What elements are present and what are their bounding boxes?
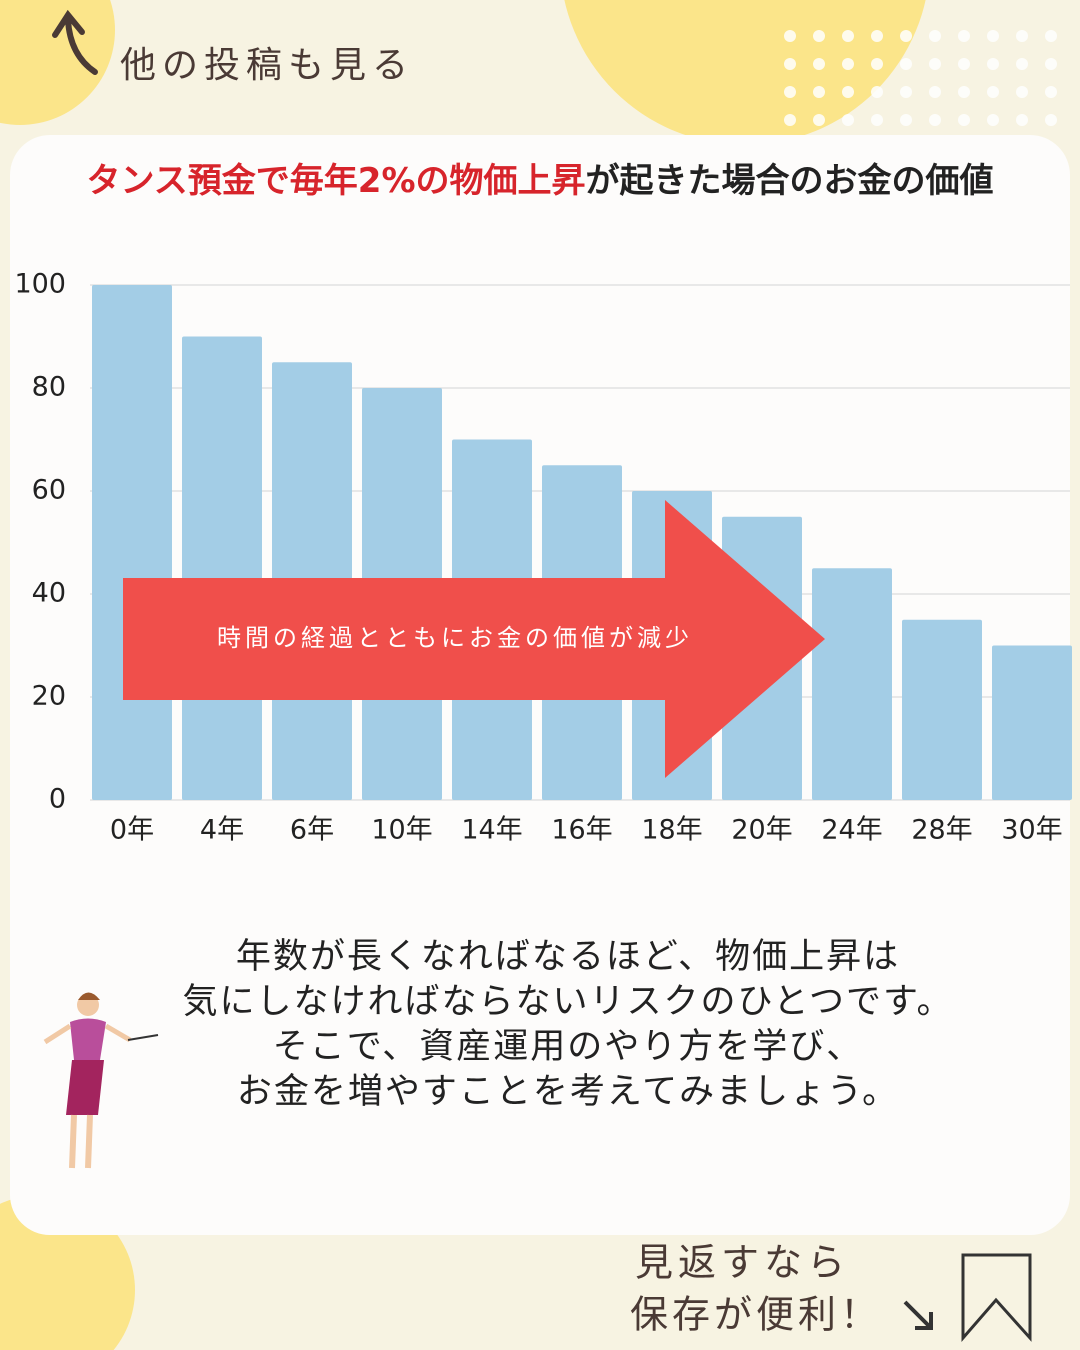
x-tick-label: 16年 — [551, 815, 612, 846]
annotation: 時間の経過とともにお金の価値が減少 — [217, 624, 693, 652]
down-arrow-icon — [903, 1300, 933, 1330]
x-tick-label: 20年 — [731, 815, 792, 846]
x-tick-label: 24年 — [821, 815, 882, 846]
bar — [902, 619, 982, 800]
body-line: そこで、資産運用のやり方を学び、 — [273, 1027, 864, 1067]
y-tick-label: 100 — [14, 269, 66, 300]
presenter-illustration — [43, 992, 159, 1169]
body-line: 気にしなければならないリスクのひとつです。 — [182, 982, 953, 1022]
save-icon[interactable] — [961, 1253, 1032, 1343]
chart-title: タンス預金で毎年2%の物価上昇が起きた場合のお金の価値 — [86, 161, 993, 201]
bar — [92, 285, 172, 800]
title-highlight: タンス預金で毎年2%の物価上昇 — [86, 161, 585, 201]
x-tick-label: 6年 — [290, 815, 334, 846]
x-tick-label: 30年 — [1001, 815, 1062, 846]
y-tick-label: 0 — [49, 784, 66, 815]
bar — [812, 568, 892, 800]
decor-dots — [784, 30, 1057, 126]
footer-line: 保存が便利！ — [630, 1293, 882, 1337]
arrow-shape — [123, 500, 825, 778]
x-tick-label: 0年 — [110, 815, 154, 846]
x-tick-label: 28年 — [911, 815, 972, 846]
x-tick-label: 10年 — [371, 815, 432, 846]
y-tick-label: 40 — [32, 578, 66, 609]
bar — [992, 645, 1072, 800]
y-tick-label: 60 — [32, 475, 66, 506]
footer-line: 見返すなら — [635, 1241, 850, 1285]
bar — [182, 336, 262, 800]
x-tick-label: 18年 — [641, 815, 702, 846]
x-tick-label: 14年 — [461, 815, 522, 846]
other-posts-link[interactable]: 他の投稿も見る — [120, 45, 414, 86]
y-tick-label: 20 — [32, 681, 66, 712]
body-text: 年数が長くなればなるほど、物価上昇は気にしなければならないリスクのひとつです。そ… — [182, 937, 953, 1112]
body-line: お金を増やすことを考えてみましょう。 — [237, 1072, 899, 1112]
title-rest: が起きた場合のお金の価値 — [586, 161, 994, 201]
y-tick-label: 80 — [32, 372, 66, 403]
back-arrow-icon[interactable] — [52, 9, 98, 75]
decor-circle — [0, 0, 115, 125]
decor-circle — [564, 0, 926, 145]
annotation-arrow: 時間の経過とともにお金の価値が減少 — [123, 500, 825, 778]
body-line: 年数が長くなればなるほど、物価上昇は — [236, 937, 900, 977]
x-tick-label: 4年 — [200, 815, 244, 846]
